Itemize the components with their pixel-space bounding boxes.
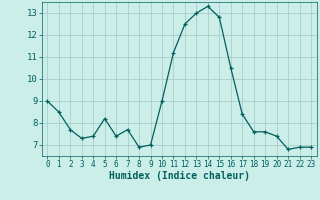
X-axis label: Humidex (Indice chaleur): Humidex (Indice chaleur) — [109, 171, 250, 181]
